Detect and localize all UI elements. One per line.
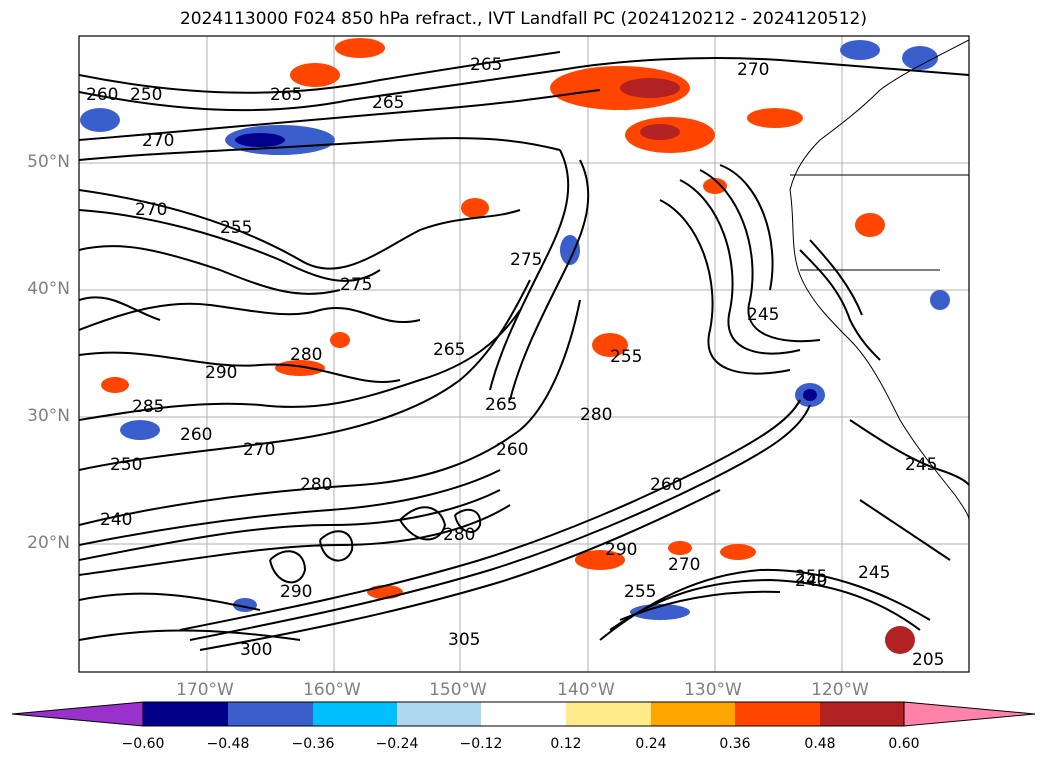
contour-label: 280 bbox=[443, 525, 475, 545]
lat-label: 20°N bbox=[27, 533, 70, 553]
colorbar-segment bbox=[143, 702, 228, 726]
contour-label: 255 bbox=[795, 567, 827, 587]
contour-label: 245 bbox=[905, 455, 937, 475]
colorbar-extend-low bbox=[11, 701, 144, 727]
contour-label: 290 bbox=[205, 363, 237, 383]
contour-label: 270 bbox=[135, 200, 167, 220]
colorbar-segment bbox=[566, 702, 651, 726]
contour-label: 265 bbox=[433, 340, 465, 360]
contour-label: 280 bbox=[300, 475, 332, 495]
lon-label: 170°W bbox=[176, 680, 234, 700]
contour-label: 275 bbox=[510, 250, 542, 270]
lon-label: 150°W bbox=[429, 680, 487, 700]
contour-label: 205 bbox=[912, 650, 944, 670]
lon-label: 140°W bbox=[557, 680, 615, 700]
contour-label: 255 bbox=[624, 582, 656, 602]
contour-label: 260 bbox=[86, 85, 118, 105]
contour-label: 270 bbox=[243, 440, 275, 460]
contour-label: 250 bbox=[130, 85, 162, 105]
colorbar-tick-label: −0.60 bbox=[121, 736, 165, 752]
colorbar-segment bbox=[481, 702, 566, 726]
lon-label: 130°W bbox=[684, 680, 742, 700]
contour-label: 250 bbox=[110, 455, 142, 475]
shaded-anomalies bbox=[80, 38, 950, 654]
contour-label: 245 bbox=[858, 563, 890, 583]
colorbar-segment bbox=[735, 702, 820, 726]
colorbar-tick-label: −0.24 bbox=[375, 736, 419, 752]
colorbar-tick-label: 0.36 bbox=[719, 736, 751, 752]
colorbar-tick-label: 0.48 bbox=[804, 736, 836, 752]
colorbar-extend-high bbox=[903, 701, 1036, 727]
coastline bbox=[789, 39, 969, 521]
colorbar-tick-label: 0.24 bbox=[635, 736, 667, 752]
lon-label: 120°W bbox=[811, 680, 869, 700]
contour-label: 305 bbox=[448, 630, 480, 650]
contour-lines bbox=[79, 51, 969, 651]
contour-label: 240 bbox=[795, 571, 827, 591]
lat-label: 50°N bbox=[27, 152, 70, 172]
colorbar-segment bbox=[313, 702, 397, 726]
contour-label: 280 bbox=[580, 405, 612, 425]
colorbar-segment bbox=[397, 702, 481, 726]
contour-label: 260 bbox=[496, 440, 528, 460]
contour-label: 270 bbox=[142, 131, 174, 151]
contour-label: 265 bbox=[372, 93, 404, 113]
colorbar-tick-label: −0.36 bbox=[291, 736, 335, 752]
contour-label: 260 bbox=[650, 475, 682, 495]
contour-label: 290 bbox=[280, 582, 312, 602]
contour-label: 255 bbox=[610, 347, 642, 367]
contour-label: 260 bbox=[180, 425, 212, 445]
colorbar-tick-label: 0.60 bbox=[888, 736, 920, 752]
contour-label: 300 bbox=[240, 640, 272, 660]
plot-frame bbox=[78, 35, 970, 673]
contour-label: 285 bbox=[132, 397, 164, 417]
contour-label: 240 bbox=[100, 510, 132, 530]
contour-label: 265 bbox=[270, 85, 302, 105]
contour-label: 270 bbox=[737, 60, 769, 80]
contour-label: 265 bbox=[470, 55, 502, 75]
contour-label: 265 bbox=[485, 395, 517, 415]
contour-label: 290 bbox=[605, 540, 637, 560]
colorbar-segment bbox=[820, 702, 904, 726]
colorbar bbox=[11, 701, 1036, 727]
contour-label: 275 bbox=[340, 275, 372, 295]
contour-label: 270 bbox=[668, 555, 700, 575]
colorbar-segment bbox=[228, 702, 313, 726]
colorbar-tick-label: −0.48 bbox=[206, 736, 250, 752]
contour-label: 245 bbox=[747, 305, 779, 325]
contour-label: 255 bbox=[220, 218, 252, 238]
lon-label: 160°W bbox=[303, 680, 361, 700]
contour-label: 280 bbox=[290, 345, 322, 365]
colorbar-tick-label: −0.12 bbox=[459, 736, 503, 752]
contour-label-group: 250 260 265 265 270 270 265 270 275 255 … bbox=[86, 55, 944, 670]
lat-label: 30°N bbox=[27, 406, 70, 426]
plot-area: 250 260 265 265 270 270 265 270 275 255 … bbox=[79, 36, 969, 672]
colorbar-segment bbox=[651, 702, 735, 726]
lat-label: 40°N bbox=[27, 279, 70, 299]
colorbar-tick-label: 0.12 bbox=[550, 736, 582, 752]
map-title: 2024113000 F024 850 hPa refract., IVT La… bbox=[179, 9, 867, 29]
